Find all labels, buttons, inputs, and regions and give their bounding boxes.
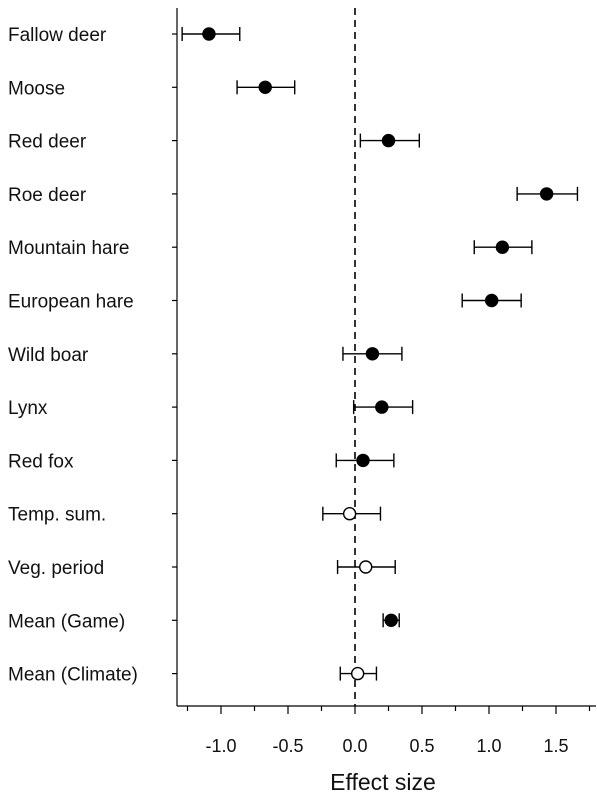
point-mountain-hare [495,240,510,254]
x-tick-label: 0.0 [342,736,367,756]
category-label-temp-sum: Temp. sum. [8,505,106,526]
plot-area: -1.0 -0.5 0.0 0.5 1.0 1.5 [172,8,596,756]
effect-points [202,27,554,681]
point-moose [258,80,272,95]
x-axis-title: Effect size [330,769,436,795]
x-ticks: -1.0 -0.5 0.0 0.5 1.0 1.5 [186,706,591,756]
category-label-red-fox: Red fox [8,451,74,472]
x-tick-label: -0.5 [272,736,303,756]
category-label-fallow-deer: Fallow deer [8,25,107,46]
category-label-red-deer: Red deer [8,132,87,153]
category-label-mean-game: Mean (Game) [8,611,125,632]
category-label-mean-climate: Mean (Climate) [8,665,138,686]
y-ticks [172,33,177,675]
category-labels: Fallow deer Moose Red deer Roe deer Mountain… [8,25,138,686]
point-mean-climate [350,666,365,681]
category-label-european-hare: European hare [8,292,134,313]
category-label-wild-boar: Wild boar [8,345,89,366]
error-bars [181,27,579,681]
category-label-roe-deer: Roe deer [8,185,87,206]
category-label-veg-period: Veg. period [8,558,104,579]
point-roe-deer [539,187,554,201]
point-red-deer [381,133,396,148]
point-european-hare [484,293,499,308]
x-tick-label: 0.5 [409,736,434,756]
point-lynx [375,400,389,414]
x-tick-label: -1.0 [205,736,236,756]
x-tick-label: 1.0 [476,736,501,756]
category-label-lynx: Lynx [8,398,48,419]
point-temp-sum [342,507,357,521]
point-veg-period [359,560,373,574]
point-wild-boar [365,347,380,361]
point-mean-game [384,613,398,627]
point-red-fox [356,453,370,468]
x-tick-label: 1.5 [543,736,568,756]
category-label-mountain-hare: Mountain hare [8,238,129,259]
category-label-moose: Moose [8,78,65,99]
point-fallow-deer [202,27,216,41]
